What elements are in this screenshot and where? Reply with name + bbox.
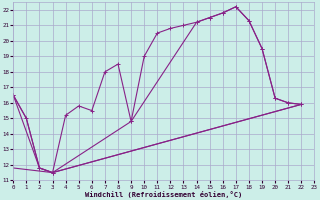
X-axis label: Windchill (Refroidissement éolien,°C): Windchill (Refroidissement éolien,°C) [85, 191, 243, 198]
